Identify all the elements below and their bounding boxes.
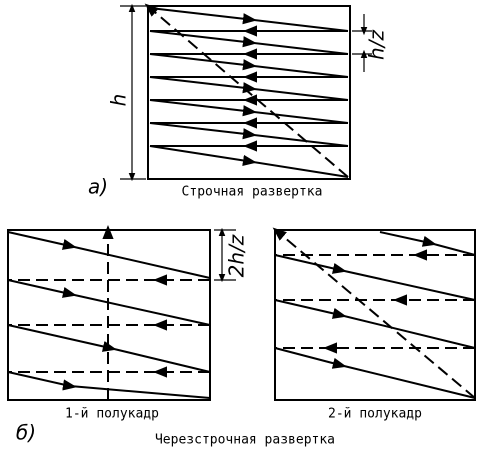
2hz-label: 2h/z xyxy=(225,234,249,277)
field-2 xyxy=(272,227,476,401)
field1-caption: 1-й полукадр xyxy=(65,407,159,422)
hz-label: h/z xyxy=(365,30,389,60)
field-1 xyxy=(7,225,236,401)
caption-a: Строчная развертка xyxy=(182,185,323,200)
field2-caption: 2-й полукадр xyxy=(328,407,422,422)
label-b: б) xyxy=(16,421,36,445)
label-a: а) xyxy=(88,175,108,199)
h-label: h xyxy=(107,94,131,107)
caption-b: Черезстрочная развертка xyxy=(155,433,335,448)
progressive-raster xyxy=(120,3,372,182)
